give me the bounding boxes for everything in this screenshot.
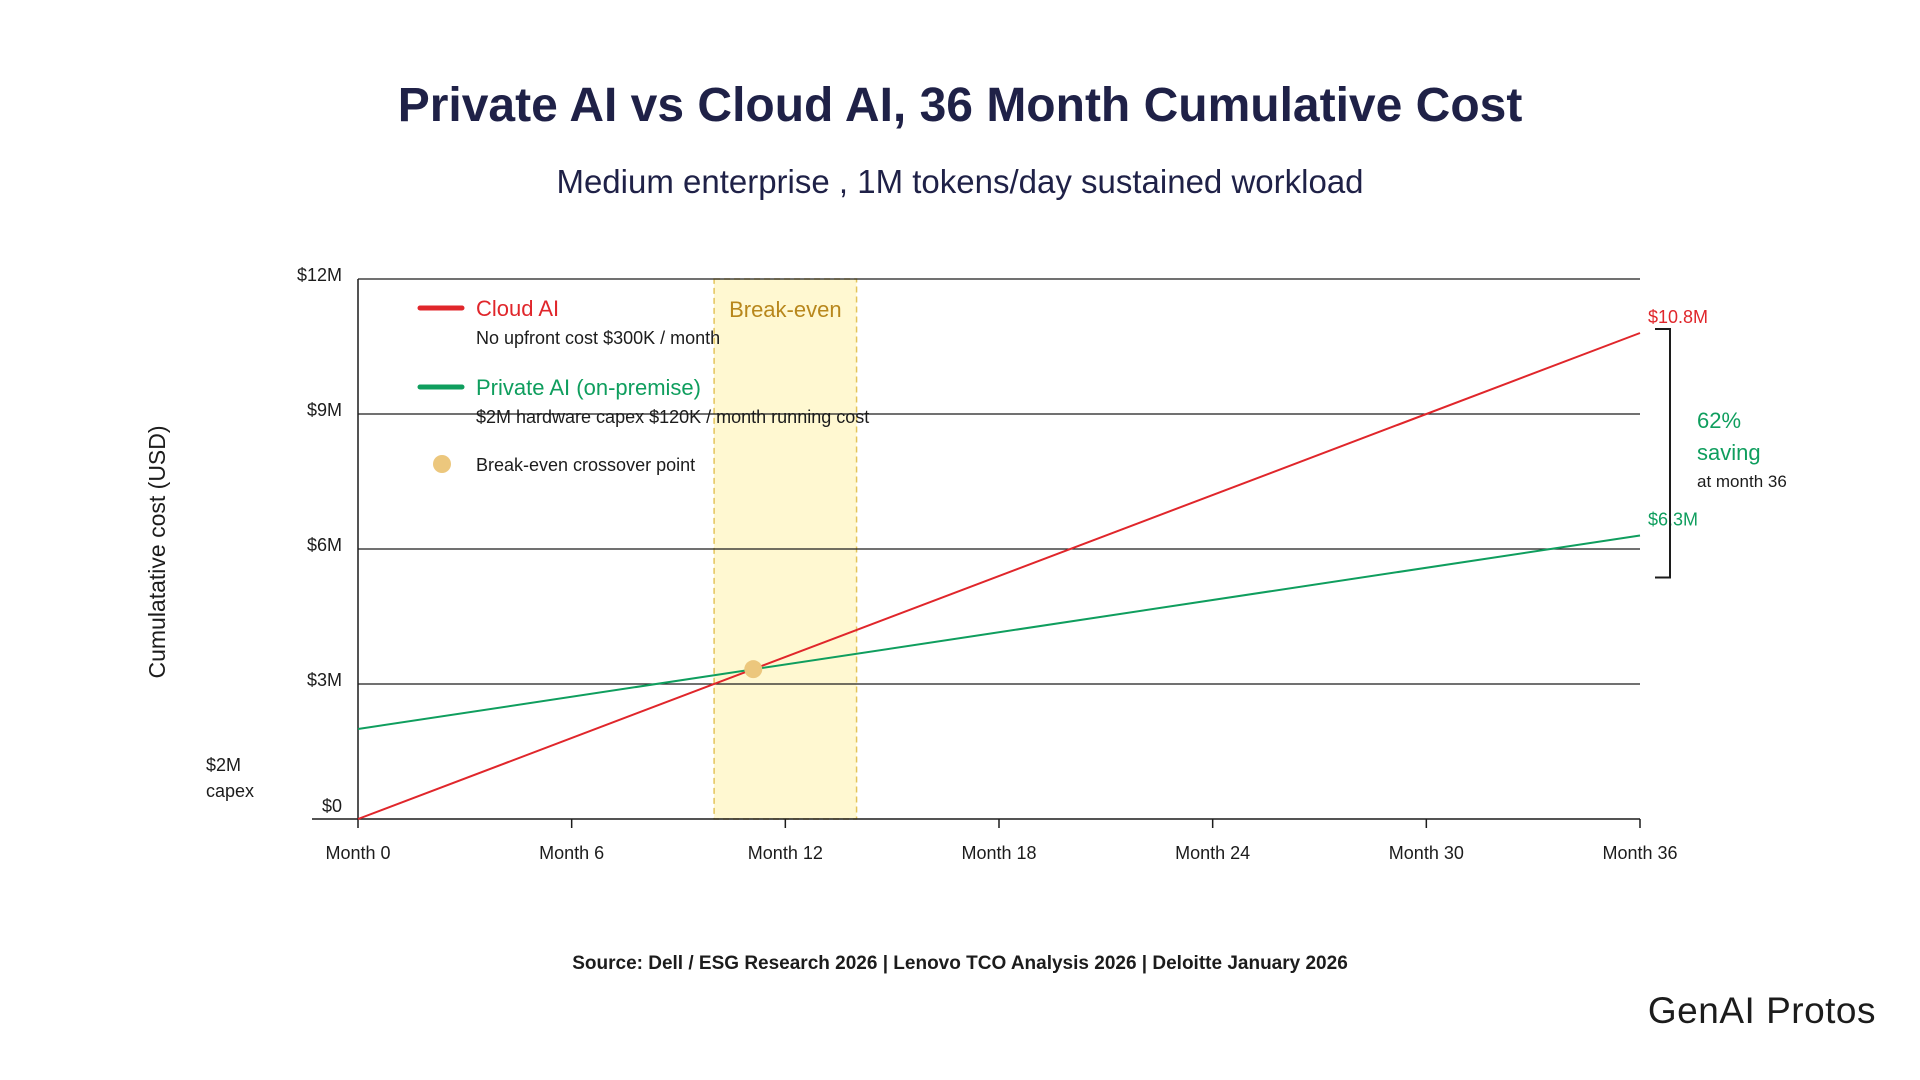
y-axis-title: Cumulatative cost (USD) xyxy=(144,425,170,678)
x-tick-label: Month 12 xyxy=(748,843,823,863)
legend-label-cloud: Cloud AI xyxy=(476,296,559,321)
legend-desc-private: $2M hardware capex $120K / month running… xyxy=(476,407,869,427)
capex-annotation-label: capex xyxy=(206,781,254,801)
saving-word: saving xyxy=(1697,440,1761,465)
x-tick-label: Month 6 xyxy=(539,843,604,863)
legend: Cloud AI No upfront cost $300K / month P… xyxy=(417,296,869,475)
chart-subtitle: Medium enterprise , 1M tokens/day sustai… xyxy=(556,163,1364,200)
x-tick-label: Month 0 xyxy=(325,843,390,863)
y-tick-label: $3M xyxy=(307,670,342,690)
x-tick-label: Month 18 xyxy=(961,843,1036,863)
series-line-private xyxy=(357,534,1641,730)
y-tick-label: $9M xyxy=(307,400,342,420)
saving-percent: 62% xyxy=(1697,408,1741,433)
legend-label-break-even: Break-even crossover point xyxy=(476,455,695,475)
legend-desc-cloud: No upfront cost $300K / month xyxy=(476,328,720,348)
brand-logo: GenAI Protos xyxy=(1647,990,1876,1031)
y-axis-ticks: $0 $3M $6M $9M $12M xyxy=(297,265,342,816)
x-tick-label: Month 24 xyxy=(1175,843,1250,863)
series-line-cloud xyxy=(357,332,1641,820)
break-even-label: Break-even xyxy=(729,297,842,322)
legend-label-private: Private AI (on-premise) xyxy=(476,375,701,400)
y-tick-label: $0 xyxy=(322,796,342,816)
legend-marker-break-even xyxy=(433,455,451,473)
x-axis-ticks: Month 0 Month 6 Month 12 Month 18 Month 24 Mo… xyxy=(325,819,1678,863)
series-end-labels: $10.8M $6.3M xyxy=(1648,307,1708,530)
end-label-private: $6.3M xyxy=(1648,510,1698,530)
capex-annotation-amount: $2M xyxy=(206,755,241,775)
y-tick-label: $12M xyxy=(297,265,342,285)
saving-note: at month 36 xyxy=(1697,472,1787,491)
chart-title: Private AI vs Cloud AI, 36 Month Cumulat… xyxy=(397,79,1523,132)
series-lines xyxy=(357,332,1641,820)
saving-bracket xyxy=(1655,328,1671,579)
end-label-cloud: $10.8M xyxy=(1648,307,1708,327)
x-tick-label: Month 36 xyxy=(1602,843,1677,863)
x-tick-label: Month 30 xyxy=(1389,843,1464,863)
source-note: Source: Dell / ESG Research 2026 | Lenov… xyxy=(572,953,1348,974)
break-even-point xyxy=(744,660,763,679)
y-tick-label: $6M xyxy=(307,535,342,555)
